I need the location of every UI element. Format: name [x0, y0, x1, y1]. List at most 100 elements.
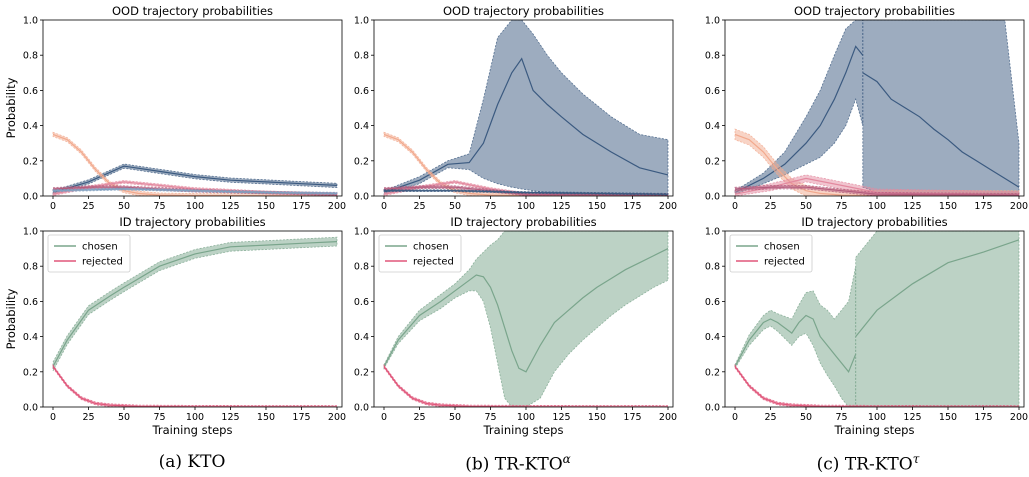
series-line-0	[52, 241, 338, 367]
y-axis-label: Probability	[4, 77, 18, 138]
chart-panel-a-bottom: 0 25 50 75 100 125 150 175 200 0.0 0.2 0.4 0.6 0.8 1.0…	[4, 215, 346, 437]
y-tick-label: 0.0	[705, 192, 720, 203]
series-line-0	[734, 314, 857, 373]
chart-title: OOD trajectory probabilities	[794, 4, 955, 18]
y-tick-label: 0.4	[705, 332, 720, 343]
x-tick-label: 175	[292, 201, 310, 212]
x-axis-label: Training steps	[483, 423, 564, 437]
y-tick-label: 0.2	[354, 367, 369, 378]
series-line-4	[384, 190, 669, 195]
legend-box	[47, 234, 131, 273]
legend-label-chosen: chosen	[82, 242, 118, 253]
x-tick-label: 0	[381, 201, 387, 212]
series-band-0	[383, 231, 669, 407]
y-tick-label: 0.0	[23, 192, 38, 203]
legend-label-chosen: chosen	[764, 242, 800, 253]
y-tick-label: 1.0	[23, 16, 38, 27]
x-tick-label: 200	[1010, 201, 1028, 212]
y-tick-label: 0.4	[354, 121, 369, 132]
y-tick-label: 0.2	[354, 156, 369, 167]
chart-panel-a-top: 0 25 50 75 100 125 150 175 200 0.0 0.2 0.4 0.6 0.8 1.0…	[4, 4, 346, 212]
series-band-3	[734, 174, 1020, 196]
legend-box	[378, 234, 462, 273]
x-tick-label: 125	[221, 412, 239, 423]
x-tick-label: 0	[732, 412, 738, 423]
x-tick-label: 100	[517, 201, 535, 212]
y-tick-label: 0.4	[705, 121, 720, 132]
x-axis-label: Training steps	[152, 423, 233, 437]
series-line-1	[52, 366, 338, 407]
series-band-2	[734, 128, 1020, 196]
x-tick-label: 0	[732, 201, 738, 212]
series-band-0	[52, 163, 338, 196]
x-tick-label: 25	[82, 412, 94, 423]
series-line-4	[52, 188, 338, 194]
x-tick-label: 200	[1010, 412, 1028, 423]
series-band-0	[734, 20, 864, 195]
x-tick-label: 75	[835, 201, 847, 212]
x-tick-label: 50	[449, 201, 461, 212]
x-tick-label: 150	[588, 201, 606, 212]
y-tick-label: 1.0	[705, 16, 720, 27]
caption-c: (c) TR-KTOτ	[718, 452, 1018, 475]
x-tick-label: 125	[221, 201, 239, 212]
x-tick-label: 25	[413, 412, 425, 423]
series-band-0	[734, 266, 857, 407]
x-tick-label: 150	[257, 201, 275, 212]
x-tick-label: 25	[413, 201, 425, 212]
y-tick-label: 0.8	[354, 262, 369, 273]
caption-a: (a) KTO	[42, 452, 342, 472]
x-tick-label: 100	[868, 412, 886, 423]
series-band-0	[52, 236, 338, 372]
x-tick-label: 0	[50, 201, 56, 212]
x-tick-label: 125	[552, 201, 570, 212]
plot-area	[734, 20, 1020, 196]
chart-title: ID trajectory probabilities	[450, 215, 596, 229]
x-tick-label: 200	[659, 412, 677, 423]
axes-frame	[42, 19, 343, 197]
axes-frame	[373, 19, 674, 197]
y-tick-label: 0.4	[23, 332, 38, 343]
x-tick-label: 175	[623, 412, 641, 423]
x-tick-label: 25	[764, 412, 776, 423]
legend-label-chosen: chosen	[413, 242, 449, 253]
x-tick-label: 50	[449, 412, 461, 423]
series-band-2	[734, 363, 1020, 407]
chart-title: ID trajectory probabilities	[119, 215, 265, 229]
x-tick-label: 150	[257, 412, 275, 423]
y-tick-label: 0.0	[354, 192, 369, 203]
legend-label-rejected: rejected	[413, 257, 454, 268]
x-tick-label: 75	[835, 412, 847, 423]
caption-c-sup: τ	[912, 452, 920, 466]
y-tick-label: 0.6	[23, 297, 38, 308]
chart-title: OOD trajectory probabilities	[443, 4, 604, 18]
y-tick-label: 0.6	[23, 86, 38, 97]
y-tick-label: 0.6	[354, 297, 369, 308]
x-axis-label: Training steps	[834, 423, 915, 437]
y-tick-label: 0.8	[23, 262, 38, 273]
caption-b-sup: α	[562, 452, 571, 466]
y-tick-label: 0.8	[23, 51, 38, 62]
x-tick-label: 175	[974, 412, 992, 423]
y-tick-label: 1.0	[354, 16, 369, 27]
series-band-1	[855, 231, 1020, 407]
y-axis-label: Probability	[4, 288, 18, 349]
x-tick-label: 200	[328, 412, 346, 423]
y-tick-label: 0.8	[354, 51, 369, 62]
y-tick-label: 0.0	[705, 403, 720, 414]
x-tick-label: 75	[484, 412, 496, 423]
chart-title: OOD trajectory probabilities	[112, 4, 273, 18]
x-tick-label: 175	[292, 412, 310, 423]
chart-panel-b-top: 0 25 50 75 100 125 150 175 200 0.0 0.2 0.4 0.6 0.8 1.0…	[354, 4, 677, 212]
x-tick-label: 125	[552, 412, 570, 423]
series-band-1	[862, 20, 1020, 195]
series-line-1	[862, 72, 1020, 188]
series-line-0	[734, 45, 864, 194]
legend-box	[729, 234, 813, 273]
y-tick-label: 0.4	[23, 121, 38, 132]
x-tick-label: 175	[623, 201, 641, 212]
x-tick-label: 125	[903, 201, 921, 212]
y-tick-label: 0.2	[705, 156, 720, 167]
axes-frame	[724, 230, 1025, 408]
series-band-4	[734, 185, 1020, 196]
